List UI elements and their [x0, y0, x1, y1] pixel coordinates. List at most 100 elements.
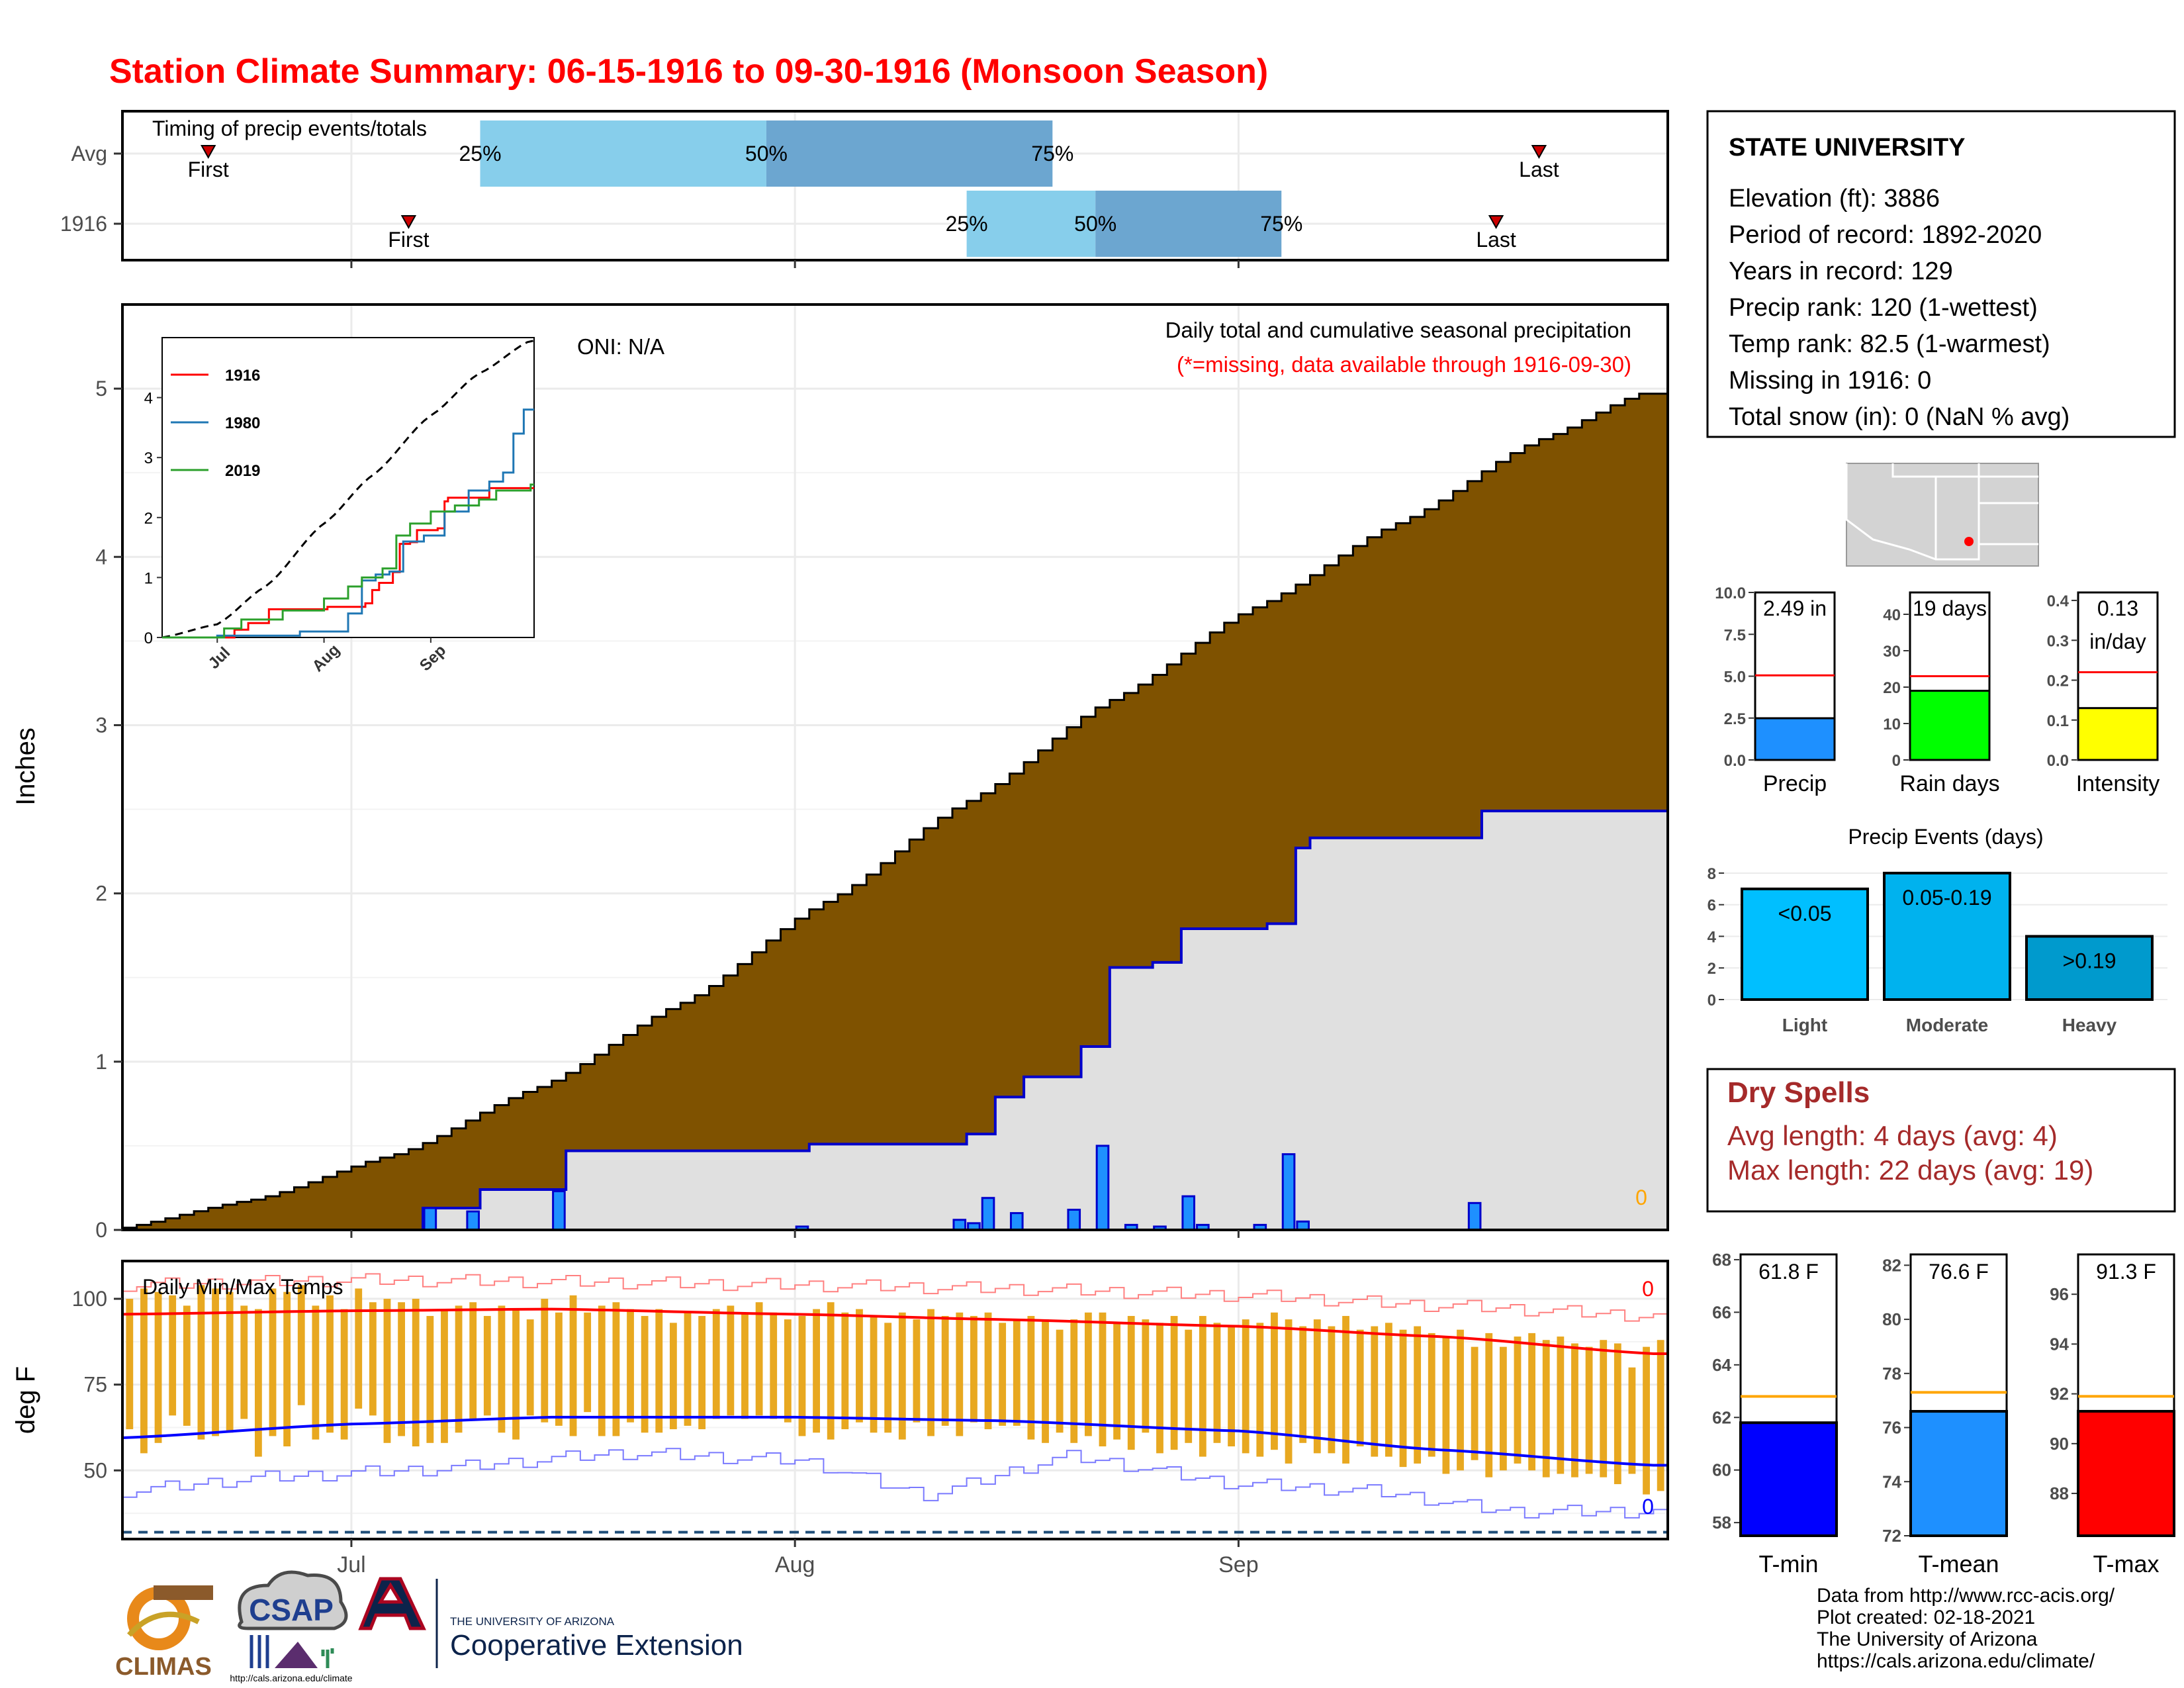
timing-last-marker-icon: [1488, 215, 1504, 230]
daily-temp-range-bar: [154, 1291, 162, 1443]
daily-temp-range-bar: [1342, 1315, 1349, 1464]
events-bar-category-label: Heavy: [2062, 1015, 2117, 1035]
dry-spells-avg: Avg length: 4 days (avg: 4): [1727, 1120, 2058, 1151]
mini-bar-y-tick-label: 0.2: [2047, 673, 2069, 690]
temp-panel: Daily Min/Max Temps deg F 0 0 50 75 100 Ju…: [11, 1260, 1669, 1577]
timing-quantile-label: 25%: [946, 212, 988, 236]
daily-temp-range-bar: [1027, 1315, 1035, 1440]
climas-logo-swoosh: [127, 1611, 200, 1637]
station-location-dot: [1964, 537, 1974, 546]
daily-temp-range-bar: [970, 1315, 978, 1423]
mini-bar-value-label: in/day: [2089, 630, 2146, 653]
mini-bar-value-label: 2.49 in: [1763, 596, 1827, 620]
temp-bar-value-label: 61.8 F: [1758, 1260, 1819, 1284]
climas-logo-text: CLIMAS: [115, 1653, 212, 1681]
daily-temp-range-bar: [941, 1315, 949, 1426]
csap-logo: CSAP http://cals.arizona.edu/climate: [230, 1570, 353, 1683]
events-bar-category-label: Light: [1782, 1015, 1827, 1035]
events-y-tick-label: 8: [1707, 865, 1716, 883]
daily-temp-range-bar: [813, 1309, 820, 1433]
temp-bar-y-tick-label: 76: [1882, 1418, 1901, 1438]
mini-bar-value: [1909, 690, 1991, 761]
daily-temp-range-bar: [126, 1299, 134, 1430]
csap-cactus-icon: [321, 1648, 334, 1668]
temp-average-min-line: [122, 1415, 1668, 1467]
events-y-tick-label: 4: [1707, 928, 1717, 946]
timing-first-marker-icon: [400, 215, 417, 230]
climas-logo-band: [154, 1585, 213, 1600]
daily-temp-range-bar: [555, 1312, 563, 1426]
daily-temp-range-bar: [1256, 1323, 1264, 1457]
inset-y-tick-label: 2: [144, 510, 153, 528]
temp-bar-y-tick-label: 66: [1712, 1302, 1731, 1322]
daily-temp-range-bar: [383, 1299, 391, 1443]
mini-bar-y-tick-label: 0: [1892, 752, 1901, 770]
daily-temp-range-bar: [956, 1312, 964, 1436]
temp-missing-min: 0: [1642, 1495, 1654, 1519]
daily-temp-range-bar: [784, 1319, 792, 1423]
timing-first-label: First: [188, 158, 229, 181]
daily-temp-range-bar: [841, 1312, 849, 1430]
csap-rain-icon: [250, 1635, 269, 1668]
temp-bar-y-tick-label: 82: [1882, 1255, 1901, 1275]
mini-bar-label: Intensity: [2076, 771, 2160, 796]
daily-temp-range-bar: [169, 1295, 177, 1416]
daily-temp-range-bar: [1614, 1343, 1621, 1485]
daily-precip-bar: [1181, 1195, 1196, 1231]
daily-temp-range-bar: [1643, 1346, 1650, 1495]
mini-bar-label: Rain days: [1899, 771, 1999, 796]
footer-credit-line: The University of Arizona: [1817, 1628, 2038, 1650]
temp-bar-value-label: 91.3 F: [2096, 1260, 2156, 1284]
timing-row-label: Avg: [71, 142, 107, 165]
inset-y-tick-label: 1: [144, 569, 153, 587]
university-of-arizona-logo: THE UNIVERSITY OF ARIZONA Cooperative Ex…: [358, 1577, 743, 1668]
mini-bar-value: [1754, 717, 1836, 761]
daily-temp-range-bar: [512, 1309, 520, 1440]
mini-bar-y-tick-label: 2.5: [1724, 710, 1746, 728]
station-info-line: Temp rank: 82.5 (1-warmest): [1729, 330, 2050, 358]
temp-bar-value: [2077, 1409, 2175, 1538]
daily-temp-range-bar: [913, 1319, 921, 1423]
daily-temp-range-bar: [426, 1315, 434, 1443]
daily-temp-range-bar: [1127, 1315, 1135, 1450]
daily-temp-range-bar: [727, 1305, 735, 1416]
events-y-tick-label: 6: [1707, 897, 1716, 915]
inset-line-1916: [162, 487, 534, 639]
precip-panel-subtitle: (*=missing, data available through 1916-…: [1177, 352, 1631, 377]
daily-precip-bar: [1281, 1153, 1296, 1231]
daily-temp-range-bar: [870, 1315, 878, 1433]
precip-ylabel: Inches: [11, 727, 40, 806]
cumulative-1916-fill: [122, 811, 1668, 1230]
precip-y-tick-label: 0: [95, 1218, 107, 1242]
timing-label: Timing of precip events/totals: [152, 117, 427, 140]
daily-precip-bar: [1095, 1145, 1110, 1231]
timing-quantile-label: 50%: [1074, 212, 1116, 236]
daily-temp-range-bar: [1485, 1333, 1493, 1477]
mini-bar-y-tick-label: 0.4: [2047, 592, 2070, 610]
daily-temp-range-bar: [369, 1302, 377, 1416]
events-bar-range-label: 0.05-0.19: [1902, 886, 1991, 910]
daily-temp-range-bar: [1585, 1346, 1593, 1474]
inset-y-tick-label: 3: [144, 449, 153, 467]
temp-bar-y-tick-label: 96: [2050, 1284, 2069, 1304]
timing-quantile-label: 25%: [459, 142, 501, 165]
daily-temp-range-bar: [483, 1315, 491, 1416]
mini-bar-y-tick-label: 10: [1883, 716, 1901, 733]
daily-temp-range-bar: [598, 1305, 606, 1436]
daily-temp-range-bar: [1385, 1323, 1392, 1457]
station-info-box: STATE UNIVERSITY Elevation (ft): 3886 Per…: [1706, 110, 2176, 438]
daily-temp-range-bar: [1471, 1346, 1479, 1460]
daily-temp-range-bar: [1242, 1319, 1250, 1454]
daily-temp-range-bar: [798, 1315, 806, 1436]
daily-temp-range-bar: [584, 1312, 592, 1413]
daily-temp-range-bar: [1042, 1319, 1049, 1443]
events-bar: [1741, 887, 1869, 1001]
events-bar: [1883, 871, 2011, 1001]
ua-logo-small-text: THE UNIVERSITY OF ARIZONA: [450, 1615, 615, 1628]
precip-y-tick-label: 5: [95, 377, 107, 400]
daily-temp-range-bar: [326, 1295, 334, 1433]
daily-temp-range-bar: [641, 1315, 649, 1433]
temp-bar-y-tick-label: 94: [2050, 1334, 2069, 1354]
daily-temp-range-bar: [1514, 1336, 1522, 1464]
temp-panel-title: Daily Min/Max Temps: [142, 1275, 343, 1299]
